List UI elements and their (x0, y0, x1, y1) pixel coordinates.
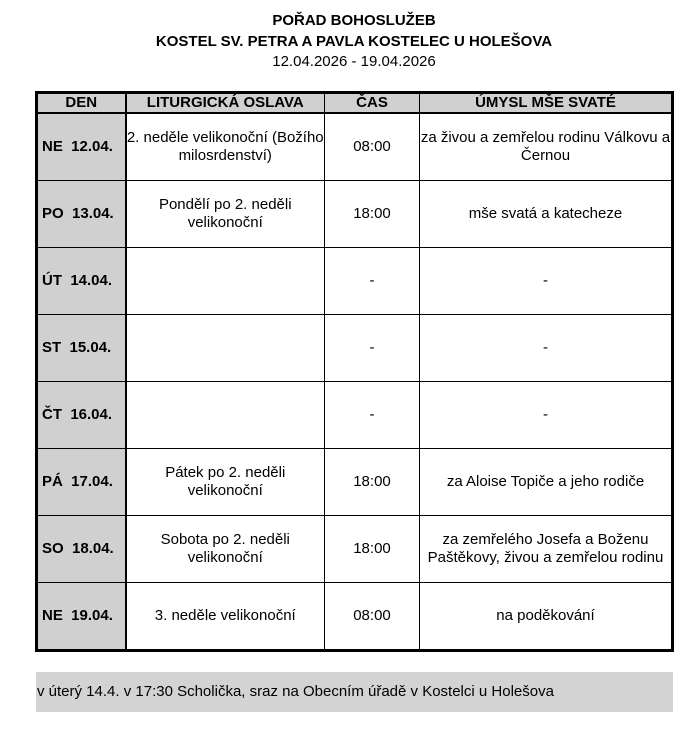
day-cell: NE 19.04. (36, 582, 127, 651)
time-cell: 18:00 (324, 448, 420, 516)
table-row: ÚT 14.04. - - (36, 247, 673, 315)
footer-note: v úterý 14.4. v 17:30 Scholička, sraz na… (36, 672, 673, 712)
celebration-cell: Pondělí po 2. neděli velikonoční (125, 180, 325, 248)
time-cell: 18:00 (324, 515, 420, 583)
intention-cell: za živou a zemřelou rodinu Válkovu a Čer… (419, 112, 673, 181)
celebration-cell: 2. neděle velikonoční (Božího milosrdens… (125, 112, 325, 181)
intention-cell: mše svatá a katecheze (419, 180, 673, 248)
intention-cell: - (419, 314, 673, 382)
celebration-cell: Pátek po 2. neděli velikonoční (125, 448, 325, 516)
table-row: SO 18.04. Sobota po 2. neděli velikonoční… (36, 515, 673, 583)
intention-cell: za zemřelého Josefa a Boženu Paštěkovy, … (419, 515, 673, 583)
day-cell: PO 13.04. (36, 180, 127, 248)
table-row: PÁ 17.04. Pátek po 2. neděli velikonoční 1… (36, 448, 673, 516)
celebration-cell: Sobota po 2. neděli velikonoční (125, 515, 325, 583)
date-range: 12.04.2026 - 19.04.2026 (272, 53, 436, 70)
intention-cell: - (419, 381, 673, 449)
table-row: ČT 16.04. - - (36, 381, 673, 449)
day-cell: ST 15.04. (36, 314, 127, 382)
time-cell: - (324, 247, 420, 315)
intention-cell: za Aloise Topiče a jeho rodiče (419, 448, 673, 516)
table-header-row: DEN LITURGICKÁ OSLAVA ČAS ÚMYSL MŠE SVAT… (36, 92, 673, 114)
celebration-cell (125, 314, 325, 382)
celebration-cell (125, 381, 325, 449)
table-row: PO 13.04. Pondělí po 2. neděli velikonočn… (36, 180, 673, 248)
page-title: POŘAD BOHOSLUŽEB (272, 12, 436, 29)
day-cell: PÁ 17.04. (36, 448, 127, 516)
celebration-cell: 3. neděle velikonoční (125, 582, 325, 651)
column-header-day: DEN (36, 92, 127, 114)
day-cell: ÚT 14.04. (36, 247, 127, 315)
celebration-cell (125, 247, 325, 315)
day-cell: ČT 16.04. (36, 381, 127, 449)
table-row: ST 15.04. - - (36, 314, 673, 382)
time-cell: 08:00 (324, 112, 420, 181)
column-header-intention: ÚMYSL MŠE SVATÉ (419, 92, 673, 114)
intention-cell: - (419, 247, 673, 315)
column-header-time: ČAS (324, 92, 420, 114)
time-cell: 08:00 (324, 582, 420, 651)
time-cell: 18:00 (324, 180, 420, 248)
church-name: KOSTEL SV. PETRA A PAVLA KOSTELEC U HOLE… (155, 33, 553, 50)
table-row: NE 19.04. 3. neděle velikonoční 08:00 na po… (36, 582, 673, 651)
day-cell: NE 12.04. (36, 112, 127, 181)
intention-cell: na poděkování (419, 582, 673, 651)
time-cell: - (324, 314, 420, 382)
schedule-table: DEN LITURGICKÁ OSLAVA ČAS ÚMYSL MŠE SVAT… (35, 91, 674, 652)
time-cell: - (324, 381, 420, 449)
day-cell: SO 18.04. (36, 515, 127, 583)
column-header-celebration: LITURGICKÁ OSLAVA (125, 92, 325, 114)
table-row: NE 12.04. 2. neděle velikonoční (Božího m… (36, 112, 673, 181)
